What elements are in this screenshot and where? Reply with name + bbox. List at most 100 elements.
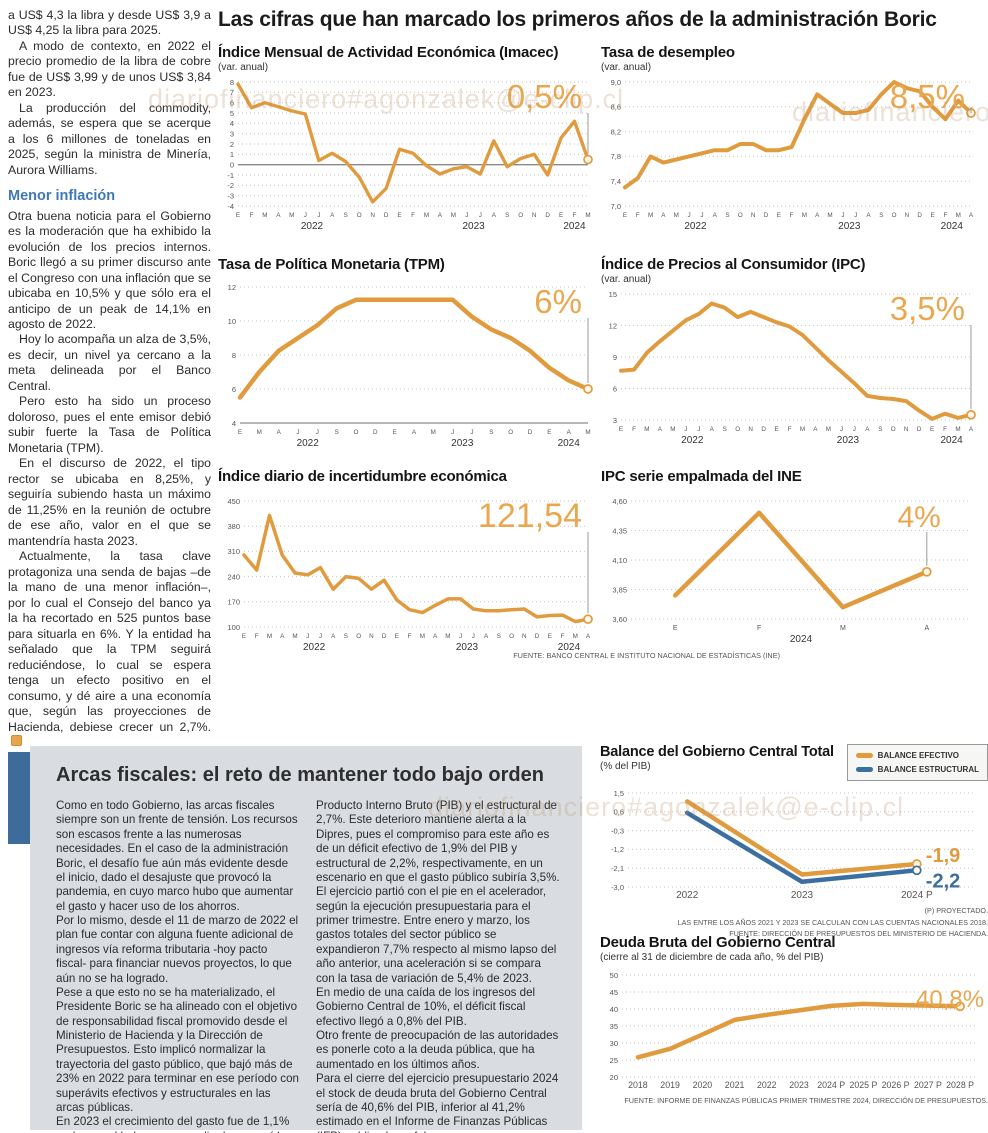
chart-ipc: Índice de Precios al Consumidor (IPC) (v… [601, 256, 983, 446]
svg-text:E: E [238, 429, 242, 436]
chart-subtitle: (var. anual) [601, 62, 652, 73]
svg-text:N: N [904, 426, 909, 433]
svg-text:J: J [840, 426, 843, 433]
svg-text:2024 P: 2024 P [817, 1080, 845, 1090]
legend: BALANCE EFECTIVO BALANCE ESTRUCTURAL [846, 744, 988, 782]
svg-text:12: 12 [228, 283, 236, 292]
legend-label: BALANCE EFECTIVO [877, 751, 960, 760]
svg-text:M: M [955, 426, 960, 433]
fiscal-col-2: Producto Interno Bruto (PIB) y el estruc… [316, 799, 560, 1133]
svg-text:F: F [636, 212, 640, 219]
chart-title: Tasa de Política Monetaria (TPM) [218, 256, 445, 273]
svg-text:M: M [800, 426, 805, 433]
svg-text:A: A [280, 633, 285, 640]
svg-text:E: E [547, 429, 551, 436]
svg-text:D: D [764, 212, 769, 219]
svg-text:2022: 2022 [757, 1080, 777, 1090]
svg-text:0,5%: 0,5% [507, 78, 582, 115]
chart-subtitle: (cierre al 31 de diciembre de cada año, … [600, 952, 824, 963]
svg-text:2023: 2023 [837, 435, 860, 446]
svg-text:N: N [369, 633, 374, 640]
svg-text:J: J [684, 426, 687, 433]
svg-text:2025 P: 2025 P [849, 1080, 877, 1090]
svg-text:2023: 2023 [462, 221, 485, 232]
svg-text:E: E [619, 426, 623, 433]
svg-text:9: 9 [613, 353, 617, 362]
svg-text:N: N [532, 212, 537, 219]
svg-text:45: 45 [610, 988, 618, 997]
svg-text:M: M [267, 633, 272, 640]
accent-bar [8, 752, 30, 844]
svg-text:-1,2: -1,2 [611, 845, 624, 854]
chart-footnote: (P) PROYECTADO. LAS ENTRE LOS AÑOS 2021 … [677, 906, 988, 939]
svg-text:2024: 2024 [563, 221, 586, 232]
svg-text:D: D [528, 429, 533, 436]
svg-text:J: J [479, 212, 482, 219]
svg-text:J: J [465, 212, 468, 219]
svg-text:D: D [761, 426, 766, 433]
svg-text:8,6: 8,6 [611, 103, 621, 112]
svg-text:O: O [508, 429, 513, 436]
svg-text:2022: 2022 [681, 435, 704, 446]
svg-text:D: D [917, 426, 922, 433]
svg-text:J: J [317, 212, 320, 219]
svg-text:O: O [735, 426, 740, 433]
svg-text:2022: 2022 [297, 438, 320, 449]
svg-text:A: A [438, 212, 443, 219]
chart-incertidumbre: Índice diario de incertidumbre económica… [218, 468, 600, 653]
svg-text:D: D [917, 212, 922, 219]
chart-source: FUENTE: INFORME DE FINANZAS PÚBLICAS PRI… [624, 1096, 988, 1105]
svg-text:J: J [841, 212, 844, 219]
article-column: a US$ 4,3 la libra y desde US$ 3,9 a US$… [8, 8, 211, 751]
svg-text:N: N [370, 212, 375, 219]
chart-imacec: Índice Mensual de Actividad Económica (I… [218, 44, 600, 232]
svg-text:D: D [535, 633, 540, 640]
svg-text:A: A [865, 426, 870, 433]
svg-text:F: F [573, 212, 577, 219]
svg-text:121,54: 121,54 [478, 497, 582, 535]
svg-text:8: 8 [230, 78, 234, 87]
chart-svg: 1,5 0,6 -0,3 -1,2 -2,1 -3,0 2022 2023 2024 P -1,9… [611, 789, 976, 901]
svg-text:S: S [878, 426, 882, 433]
chart-title: Tasa de desempleo [601, 44, 735, 61]
svg-text:M: M [451, 212, 456, 219]
svg-text:15: 15 [609, 290, 617, 299]
svg-text:M: M [257, 429, 262, 436]
svg-text:6: 6 [232, 385, 236, 394]
svg-text:J: J [459, 633, 462, 640]
paragraph: En el discurso de 2022, el tipo rector s… [8, 456, 211, 548]
svg-text:F: F [943, 426, 947, 433]
svg-text:F: F [632, 426, 636, 433]
svg-text:M: M [826, 426, 831, 433]
svg-text:M: M [840, 625, 846, 632]
svg-text:M: M [956, 212, 961, 219]
svg-text:M: M [431, 429, 436, 436]
svg-text:8: 8 [232, 351, 236, 360]
svg-text:2024 P: 2024 P [901, 890, 933, 901]
svg-text:E: E [395, 633, 399, 640]
svg-text:2020: 2020 [693, 1080, 713, 1090]
chart-source: FUENTE: BANCO CENTRAL E INSTITUTO NACION… [513, 651, 780, 660]
fiscal-col-1: Como en todo Gobierno, las arcas fiscale… [56, 799, 300, 1133]
svg-text:J: J [854, 212, 857, 219]
svg-text:2023: 2023 [456, 642, 479, 653]
svg-text:30: 30 [610, 1039, 618, 1048]
svg-text:O: O [892, 212, 897, 219]
svg-text:O: O [357, 212, 362, 219]
svg-text:A: A [484, 633, 489, 640]
svg-text:100: 100 [227, 623, 240, 632]
svg-text:25: 25 [610, 1056, 618, 1065]
svg-text:3,5%: 3,5% [890, 290, 965, 327]
svg-text:A: A [277, 429, 282, 436]
svg-text:M: M [424, 212, 429, 219]
svg-text:A: A [433, 633, 438, 640]
svg-text:D: D [384, 212, 389, 219]
paragraph: En 2023 el crecimiento del gasto fue de … [56, 1115, 290, 1133]
svg-text:M: M [802, 212, 807, 219]
chart-tpm: Tasa de Política Monetaria (TPM) 12 10 8 6 4… [218, 256, 600, 449]
chart-subtitle: (% del PIB) [600, 761, 651, 772]
